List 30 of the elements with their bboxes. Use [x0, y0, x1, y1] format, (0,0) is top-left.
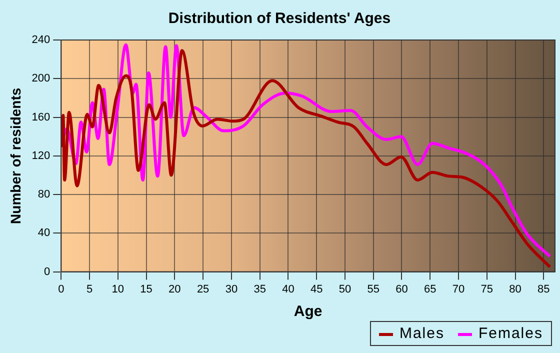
legend-label: Females	[477, 325, 543, 342]
x-tick-label: 85	[538, 283, 550, 296]
y-tick-label: 0	[44, 266, 50, 278]
x-tick-label: 65	[424, 283, 436, 296]
x-tick-label: 20	[168, 283, 181, 296]
x-tick-label: 40	[282, 283, 294, 296]
y-tick-label: 200	[32, 72, 50, 85]
x-tick-label: 70	[452, 283, 465, 296]
chart-title: Distribution of Residents' Ages	[168, 10, 391, 28]
legend-label: Males	[398, 325, 444, 342]
y-tick-label: 80	[38, 188, 50, 201]
x-tick-label: 45	[310, 283, 323, 296]
x-tick-label: 60	[396, 283, 408, 296]
x-tick-label: 50	[338, 283, 352, 296]
x-tick-label: 30	[225, 283, 238, 296]
x-tick-label: 0	[58, 283, 64, 296]
x-tick-label: 75	[480, 283, 494, 296]
y-tick-label: 160	[32, 111, 50, 124]
x-tick-label: 25	[196, 283, 210, 296]
y-tick-label: 120	[32, 150, 50, 162]
y-tick-label: 40	[38, 227, 50, 240]
x-tick-label: 35	[254, 283, 266, 296]
x-tick-label: 15	[140, 283, 152, 296]
x-tick-label: 10	[112, 283, 124, 296]
x-tick-label: 5	[86, 283, 93, 296]
x-tick-label: 80	[509, 283, 522, 296]
x-tick-label: 55	[367, 283, 380, 296]
y-axis-title: Number of residents	[7, 88, 24, 224]
y-tick-label: 240	[32, 34, 50, 46]
x-axis-title: Age	[294, 303, 322, 320]
